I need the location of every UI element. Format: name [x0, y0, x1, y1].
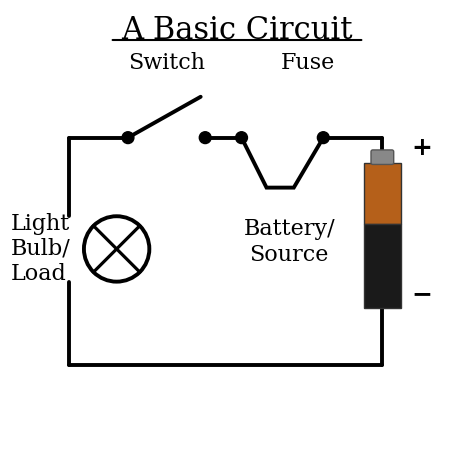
Bar — [364, 163, 401, 224]
Text: Light
Bulb/
Load: Light Bulb/ Load — [11, 213, 71, 285]
Text: A Basic Circuit: A Basic Circuit — [121, 16, 353, 47]
Text: Fuse: Fuse — [280, 52, 335, 74]
FancyBboxPatch shape — [371, 150, 394, 165]
Text: Switch: Switch — [128, 52, 205, 74]
Circle shape — [122, 132, 134, 143]
Bar — [364, 224, 401, 308]
Circle shape — [318, 132, 329, 143]
Text: Battery/
Source: Battery/ Source — [244, 218, 335, 266]
Circle shape — [236, 132, 247, 143]
Text: +: + — [411, 136, 432, 160]
Circle shape — [199, 132, 211, 143]
Text: −: − — [411, 282, 432, 306]
